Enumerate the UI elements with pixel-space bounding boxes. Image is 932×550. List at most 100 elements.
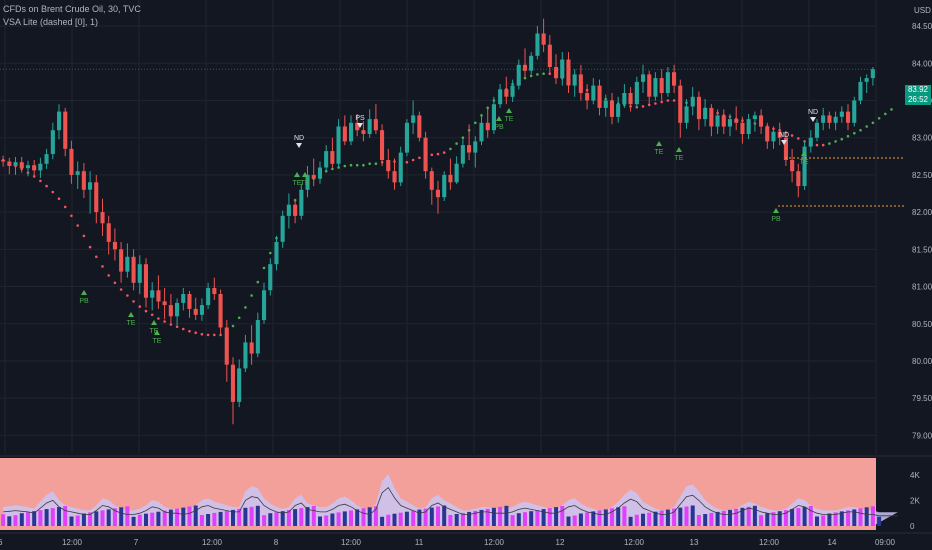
volume-bar xyxy=(746,506,751,526)
price-tick-label: 80.00 xyxy=(912,357,932,366)
candle-body xyxy=(864,78,869,82)
volume-bar xyxy=(268,513,273,526)
candle-body xyxy=(529,55,534,71)
volume-bar xyxy=(491,507,496,526)
price-tick-label: 79.00 xyxy=(912,431,932,440)
volume-bar xyxy=(144,513,148,526)
trailing-stop-dot xyxy=(150,313,154,317)
volume-bar xyxy=(473,510,478,526)
candle-body xyxy=(150,290,155,298)
volume-bar xyxy=(342,511,347,526)
signal-label: PB xyxy=(79,298,89,305)
price-tick-label: 79.50 xyxy=(912,394,932,403)
candle-body xyxy=(504,89,509,97)
candle-body xyxy=(609,100,614,117)
volume-bar xyxy=(783,510,788,526)
trailing-stop-dot xyxy=(840,137,844,141)
trailing-stop-dot xyxy=(157,317,160,320)
candle-body xyxy=(647,74,652,97)
signal-triangle-up-icon xyxy=(294,172,300,177)
candle-body xyxy=(274,241,279,265)
candle-body xyxy=(224,327,229,365)
trailing-stop-dot xyxy=(126,294,129,297)
trailing-stop-dot xyxy=(76,224,79,227)
volume-bar xyxy=(523,512,527,526)
volume-bar xyxy=(286,510,291,526)
volume-bar xyxy=(162,510,167,526)
trailing-stop-dot xyxy=(877,117,881,120)
trailing-stop-dot xyxy=(95,255,98,259)
volume-bar xyxy=(26,512,30,526)
volume-bar xyxy=(852,509,857,526)
trailing-stop-dot xyxy=(430,153,434,157)
volume-bar xyxy=(827,513,832,526)
time-axis-label: 11 xyxy=(415,538,424,547)
candle-body xyxy=(7,161,12,166)
candle-body xyxy=(535,33,540,56)
candle-body xyxy=(404,122,409,153)
volume-bar xyxy=(442,505,447,526)
candle-body xyxy=(653,78,658,97)
volume-bar xyxy=(112,508,117,526)
volume-bar xyxy=(870,506,875,526)
candle-body xyxy=(752,115,757,120)
trailing-stop-dot xyxy=(113,281,117,285)
trailing-stop-dot xyxy=(132,300,135,303)
price-tick-label: 83.00 xyxy=(912,134,932,143)
time-axis-label: 12:00 xyxy=(341,538,362,547)
signal-label: TE xyxy=(675,155,684,162)
volume-bar xyxy=(740,507,745,526)
volume-bar xyxy=(529,511,534,526)
candle-body xyxy=(57,111,62,131)
volume-bar xyxy=(330,513,335,526)
candle-body xyxy=(249,342,254,354)
trailing-stop-dot xyxy=(647,103,651,107)
volume-bar xyxy=(436,506,440,526)
indicator-legend[interactable]: VSA Lite (dashed [0], 1) xyxy=(3,17,99,27)
volume-bar xyxy=(131,516,136,526)
volume-bar xyxy=(249,506,254,526)
volume-bar xyxy=(373,506,378,526)
volume-bar xyxy=(535,510,540,526)
price-tick-label: 82.00 xyxy=(912,208,932,217)
volume-bar xyxy=(815,516,819,526)
signal-triangle-down-icon xyxy=(296,143,302,148)
candle-body xyxy=(255,320,260,354)
volume-bar xyxy=(50,508,55,526)
candle-body xyxy=(280,215,285,242)
signal-label: PB xyxy=(494,124,504,131)
volume-bar xyxy=(516,513,521,526)
volume-bar xyxy=(634,514,639,526)
volume-bar xyxy=(541,509,546,526)
volume-bar xyxy=(560,506,565,526)
candle-body xyxy=(317,167,322,179)
volume-bar xyxy=(454,514,459,526)
trailing-stop-dot xyxy=(474,121,477,125)
candle-body xyxy=(324,151,329,168)
volume-bar xyxy=(299,508,304,526)
volume-bar xyxy=(678,507,683,526)
candle-body xyxy=(709,107,714,127)
candle-body xyxy=(75,171,80,175)
candle-body xyxy=(684,106,689,123)
candle-body xyxy=(703,107,708,120)
time-axis-label: 12:00 xyxy=(624,538,645,547)
volume-bar xyxy=(274,512,279,526)
volume-bar xyxy=(19,513,24,526)
volume-bar xyxy=(547,508,552,526)
signal-label: ND xyxy=(294,135,304,142)
volume-bar xyxy=(150,512,155,526)
volume-bar xyxy=(125,506,130,526)
candle-body xyxy=(162,301,167,306)
volume-bar xyxy=(361,508,366,526)
candle-body xyxy=(870,69,875,79)
candle-body xyxy=(32,165,37,171)
volume-bar xyxy=(846,510,851,526)
volume-bar xyxy=(100,510,105,526)
candle-body xyxy=(547,44,552,67)
trailing-stop-dot xyxy=(411,158,415,162)
trailing-stop-dot xyxy=(815,143,819,147)
candle-body xyxy=(740,122,745,134)
